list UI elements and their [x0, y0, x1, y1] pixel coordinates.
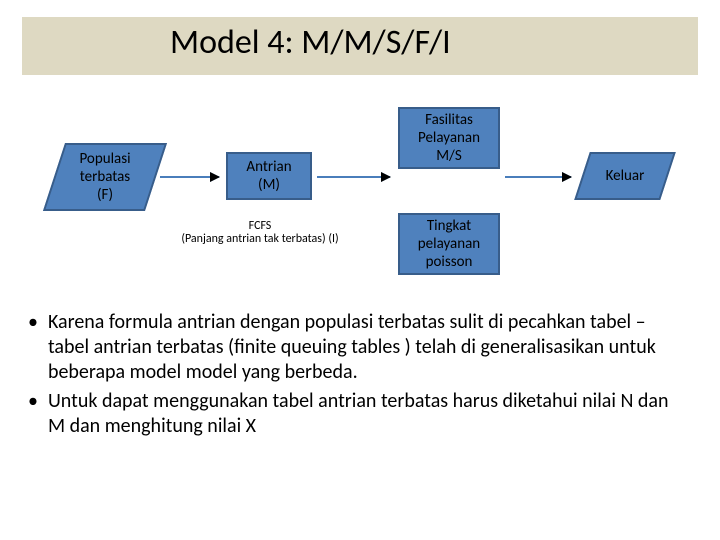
- node-keluar: Keluar: [574, 152, 676, 200]
- bullet-0: •Karena formula antrian dengan populasi …: [28, 310, 690, 385]
- fcfs-note: FCFS (Panjang antrian tak terbatas) (I): [135, 220, 385, 246]
- page-title: Model 4: M/M/S/F/I: [170, 22, 451, 63]
- arrow-0: [160, 176, 219, 178]
- bullet-dot-icon: •: [28, 310, 38, 385]
- node-antrian: Antrian(M): [226, 152, 312, 200]
- node-populasi-label: Populasiterbatas(F): [58, 147, 152, 207]
- bullet-1: •Untuk dapat menggunakan tabel antrian t…: [28, 389, 690, 439]
- bullet-text-0: Karena formula antrian dengan populasi t…: [48, 310, 690, 385]
- node-populasi: Populasiterbatas(F): [43, 143, 167, 211]
- arrow-1: [317, 176, 390, 178]
- bullet-dot-icon: •: [28, 389, 38, 439]
- bullet-list: •Karena formula antrian dengan populasi …: [28, 310, 690, 443]
- bullet-text-1: Untuk dapat menggunakan tabel antrian te…: [48, 389, 690, 439]
- node-fasilitas: FasilitasPelayananM/S: [398, 107, 500, 169]
- node-keluar-label: Keluar: [586, 156, 664, 196]
- fcfs-note-line2: (Panjang antrian tak terbatas) (I): [135, 233, 385, 246]
- node-tingkat: Tingkatpelayananpoisson: [398, 213, 500, 275]
- arrow-2: [505, 176, 571, 178]
